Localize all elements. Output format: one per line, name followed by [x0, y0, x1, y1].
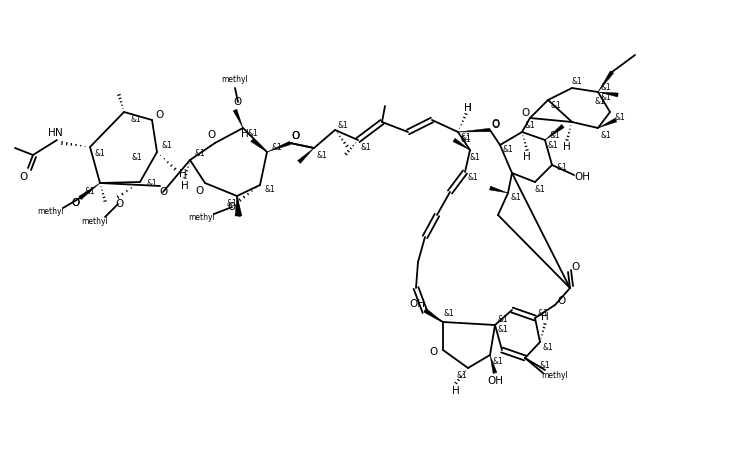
Polygon shape: [490, 355, 497, 374]
Text: &1: &1: [460, 134, 471, 143]
Polygon shape: [251, 139, 267, 152]
Text: &1: &1: [457, 372, 468, 381]
Text: OH: OH: [487, 376, 503, 386]
Polygon shape: [235, 196, 239, 216]
Text: &1: &1: [492, 356, 504, 365]
Text: &1: &1: [498, 325, 508, 334]
Text: methyl: methyl: [542, 372, 568, 381]
Text: &1: &1: [557, 163, 568, 172]
Text: O: O: [19, 172, 27, 182]
Text: O: O: [228, 202, 236, 212]
Text: O: O: [72, 198, 80, 208]
Text: &1: &1: [503, 145, 513, 154]
Text: &1: &1: [265, 185, 275, 194]
Text: &1: &1: [162, 141, 172, 150]
Text: &1: &1: [444, 310, 454, 319]
Text: H: H: [241, 129, 249, 139]
Text: &1: &1: [595, 98, 605, 107]
Text: &1: &1: [601, 82, 612, 91]
Text: O: O: [207, 130, 215, 140]
Polygon shape: [489, 186, 508, 193]
Text: &1: &1: [542, 342, 554, 351]
Text: H: H: [464, 103, 472, 113]
Text: O: O: [72, 198, 80, 208]
Text: H: H: [541, 312, 549, 322]
Text: &1: &1: [460, 135, 471, 144]
Text: O: O: [291, 131, 299, 141]
Text: &1: &1: [131, 153, 142, 162]
Text: &1: &1: [95, 148, 105, 157]
Text: OH: OH: [409, 299, 425, 309]
Text: &1: &1: [615, 112, 625, 122]
Text: O: O: [291, 131, 299, 141]
Text: &1: &1: [195, 149, 205, 158]
Polygon shape: [453, 138, 470, 150]
Text: O: O: [156, 110, 164, 120]
Polygon shape: [233, 109, 243, 128]
Text: H: H: [452, 386, 460, 396]
Text: methyl: methyl: [37, 207, 64, 216]
Text: O: O: [492, 120, 500, 130]
Polygon shape: [267, 141, 291, 152]
Text: O: O: [429, 347, 437, 357]
Text: &1: &1: [131, 116, 142, 125]
Text: &1: &1: [227, 199, 237, 208]
Text: &1: &1: [510, 194, 521, 202]
Text: &1: &1: [360, 144, 372, 153]
Text: &1: &1: [338, 121, 348, 130]
Polygon shape: [598, 118, 617, 128]
Text: O: O: [522, 108, 530, 118]
Text: H: H: [179, 169, 187, 179]
Text: O: O: [557, 296, 565, 306]
Text: &1: &1: [147, 180, 157, 189]
Text: &1: &1: [571, 76, 583, 86]
Text: &1: &1: [539, 361, 551, 370]
Text: &1: &1: [468, 172, 478, 181]
Polygon shape: [545, 124, 564, 140]
Text: &1: &1: [470, 153, 480, 162]
Polygon shape: [79, 183, 100, 200]
Text: &1: &1: [601, 93, 612, 102]
Text: O: O: [196, 186, 204, 196]
Text: O: O: [159, 187, 167, 197]
Text: &1: &1: [550, 130, 560, 140]
Text: OH: OH: [574, 172, 590, 182]
Polygon shape: [598, 71, 614, 92]
Text: methyl: methyl: [189, 213, 216, 222]
Polygon shape: [237, 196, 242, 216]
Text: &1: &1: [248, 129, 258, 138]
Polygon shape: [458, 128, 490, 132]
Text: H: H: [48, 128, 56, 138]
Text: &1: &1: [548, 140, 558, 149]
Polygon shape: [298, 148, 314, 163]
Text: &1: &1: [601, 130, 612, 140]
Text: &1: &1: [84, 186, 95, 195]
Text: O: O: [234, 97, 242, 107]
Text: methyl: methyl: [222, 76, 248, 85]
Text: methyl: methyl: [81, 217, 108, 226]
Text: &1: &1: [498, 315, 508, 324]
Text: &1: &1: [316, 152, 327, 161]
Text: N: N: [55, 128, 63, 138]
Polygon shape: [598, 92, 618, 97]
Text: O: O: [115, 199, 123, 209]
Text: H: H: [464, 103, 472, 113]
Polygon shape: [424, 308, 443, 322]
Text: &1: &1: [538, 309, 548, 318]
Text: &1: &1: [535, 185, 545, 194]
Text: H: H: [181, 181, 189, 191]
Text: H: H: [563, 142, 571, 152]
Text: &1: &1: [524, 122, 536, 130]
Text: O: O: [491, 119, 499, 129]
Text: &1: &1: [551, 100, 562, 109]
Text: H: H: [523, 152, 531, 162]
Text: O: O: [572, 262, 580, 272]
Text: &1: &1: [272, 143, 283, 152]
